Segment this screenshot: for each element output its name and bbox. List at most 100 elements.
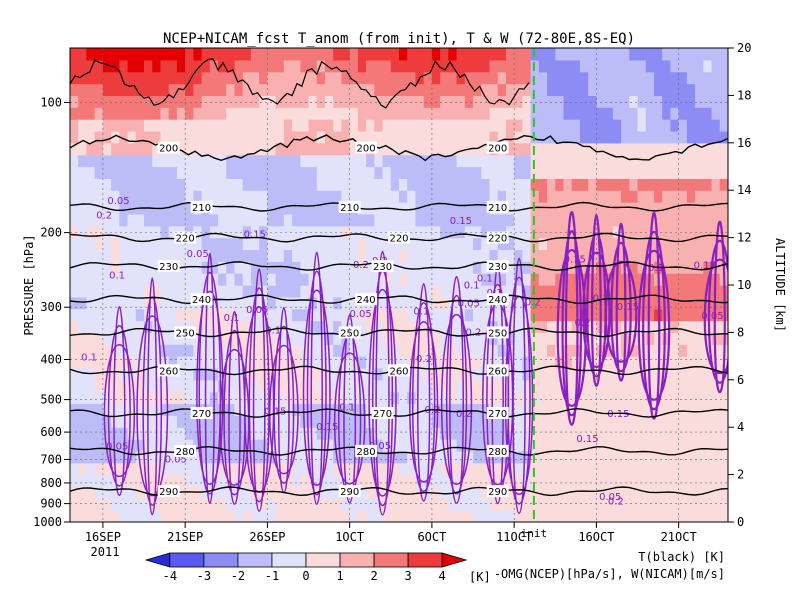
anomaly-cell xyxy=(185,130,194,144)
anomaly-cell xyxy=(366,190,375,203)
anomaly-cell xyxy=(234,273,244,286)
anomaly-cell xyxy=(588,462,597,476)
anomaly-cell xyxy=(267,107,277,120)
anomaly-cell xyxy=(102,130,112,144)
anomaly-cell xyxy=(662,379,672,393)
anomaly-cell xyxy=(119,427,129,440)
anomaly-cell xyxy=(497,415,507,428)
anomaly-cell xyxy=(70,213,79,227)
anomaly-cell xyxy=(547,202,556,215)
anomaly-cell xyxy=(234,130,244,144)
anomaly-cell xyxy=(686,225,696,239)
anomaly-cell xyxy=(218,439,227,452)
anomaly-cell xyxy=(102,249,112,262)
anomaly-cell xyxy=(695,427,704,440)
anomaly-cell xyxy=(473,237,482,251)
anomaly-cell xyxy=(456,427,466,440)
anomaly-cell xyxy=(226,237,236,251)
anomaly-cell xyxy=(341,83,351,96)
anomaly-cell xyxy=(275,83,285,96)
anomaly-cell xyxy=(70,83,79,96)
anomaly-cell xyxy=(497,95,507,108)
anomaly-cell xyxy=(78,166,88,179)
anomaly-cell xyxy=(382,190,392,203)
anomaly-cell xyxy=(637,344,647,357)
anomaly-cell xyxy=(579,130,589,144)
anomaly-cell xyxy=(333,486,343,499)
anomaly-cell xyxy=(678,83,688,96)
anomaly-cell xyxy=(473,308,482,322)
anomaly-cell xyxy=(612,48,622,61)
temperature-contour-label: 260 xyxy=(159,366,178,377)
anomaly-cell xyxy=(292,498,301,511)
temperature-contour-label-bg xyxy=(486,364,509,377)
anomaly-cell xyxy=(399,356,408,369)
anomaly-cell xyxy=(522,166,532,179)
anomaly-cell xyxy=(390,391,400,405)
anomaly-cell xyxy=(218,486,227,499)
anomaly-cell xyxy=(423,237,433,251)
anomaly-cell xyxy=(621,450,630,464)
anomaly-cell xyxy=(226,119,236,132)
anomaly-cell xyxy=(563,107,573,120)
anomaly-cell xyxy=(645,213,655,227)
anomaly-cell xyxy=(267,71,277,85)
anomaly-cell xyxy=(94,498,104,511)
anomaly-cell xyxy=(440,391,449,405)
anomaly-cell xyxy=(653,190,663,203)
temperature-contour-label-bg xyxy=(486,485,509,498)
anomaly-cell xyxy=(621,225,630,239)
anomaly-cell xyxy=(242,261,252,274)
anomaly-cell xyxy=(440,510,449,522)
anomaly-cell xyxy=(514,237,523,251)
anomaly-cell xyxy=(382,439,392,452)
anomaly-cell xyxy=(152,190,162,203)
anomaly-cell xyxy=(456,356,466,369)
anomaly-cell xyxy=(653,48,663,61)
anomaly-cell xyxy=(94,320,104,333)
anomaly-cell xyxy=(234,59,244,73)
anomaly-cell xyxy=(431,83,441,96)
anomaly-cell xyxy=(176,119,186,132)
anomaly-cell xyxy=(522,273,532,286)
anomaly-cell xyxy=(662,474,672,488)
anomaly-cell xyxy=(275,427,285,440)
anomaly-cell xyxy=(283,95,293,108)
anomaly-cell xyxy=(555,142,565,156)
anomaly-cell xyxy=(604,119,614,132)
anomaly-cell xyxy=(102,213,112,227)
anomaly-cell xyxy=(259,213,268,227)
anomaly-cell xyxy=(612,166,622,179)
anomaly-cell xyxy=(464,285,474,298)
anomaly-cell xyxy=(275,237,285,251)
anomaly-cell xyxy=(505,249,515,262)
anomaly-cell xyxy=(456,95,466,108)
anomaly-cell xyxy=(481,296,491,310)
anomaly-cell xyxy=(604,415,614,428)
anomaly-cell xyxy=(324,510,334,522)
altitude-tick-label: 16 xyxy=(737,136,751,150)
anomaly-cell xyxy=(538,237,548,251)
anomaly-cell xyxy=(283,320,293,333)
colorbar-tick-label: 3 xyxy=(405,569,412,583)
colorbar-unit: [K] xyxy=(469,570,491,584)
anomaly-cell xyxy=(267,486,277,499)
anomaly-cell xyxy=(464,119,474,132)
anomaly-cell xyxy=(538,510,548,522)
anomaly-cell xyxy=(308,154,318,168)
anomaly-cell xyxy=(530,59,540,73)
temperature-contour-label-bg xyxy=(388,364,410,377)
anomaly-cell xyxy=(209,486,219,499)
w-contour xyxy=(440,313,473,486)
anomaly-cell xyxy=(218,166,227,179)
anomaly-cell xyxy=(555,59,565,73)
anomaly-cell xyxy=(686,427,696,440)
anomaly-cell xyxy=(407,142,417,156)
anomaly-cell xyxy=(464,462,474,476)
anomaly-cell xyxy=(678,391,688,405)
pressure-tick-label: 700 xyxy=(40,452,62,466)
anomaly-cell xyxy=(209,107,219,120)
anomaly-cell xyxy=(218,48,227,61)
anomaly-cell xyxy=(571,308,581,322)
anomaly-cell xyxy=(481,356,491,369)
